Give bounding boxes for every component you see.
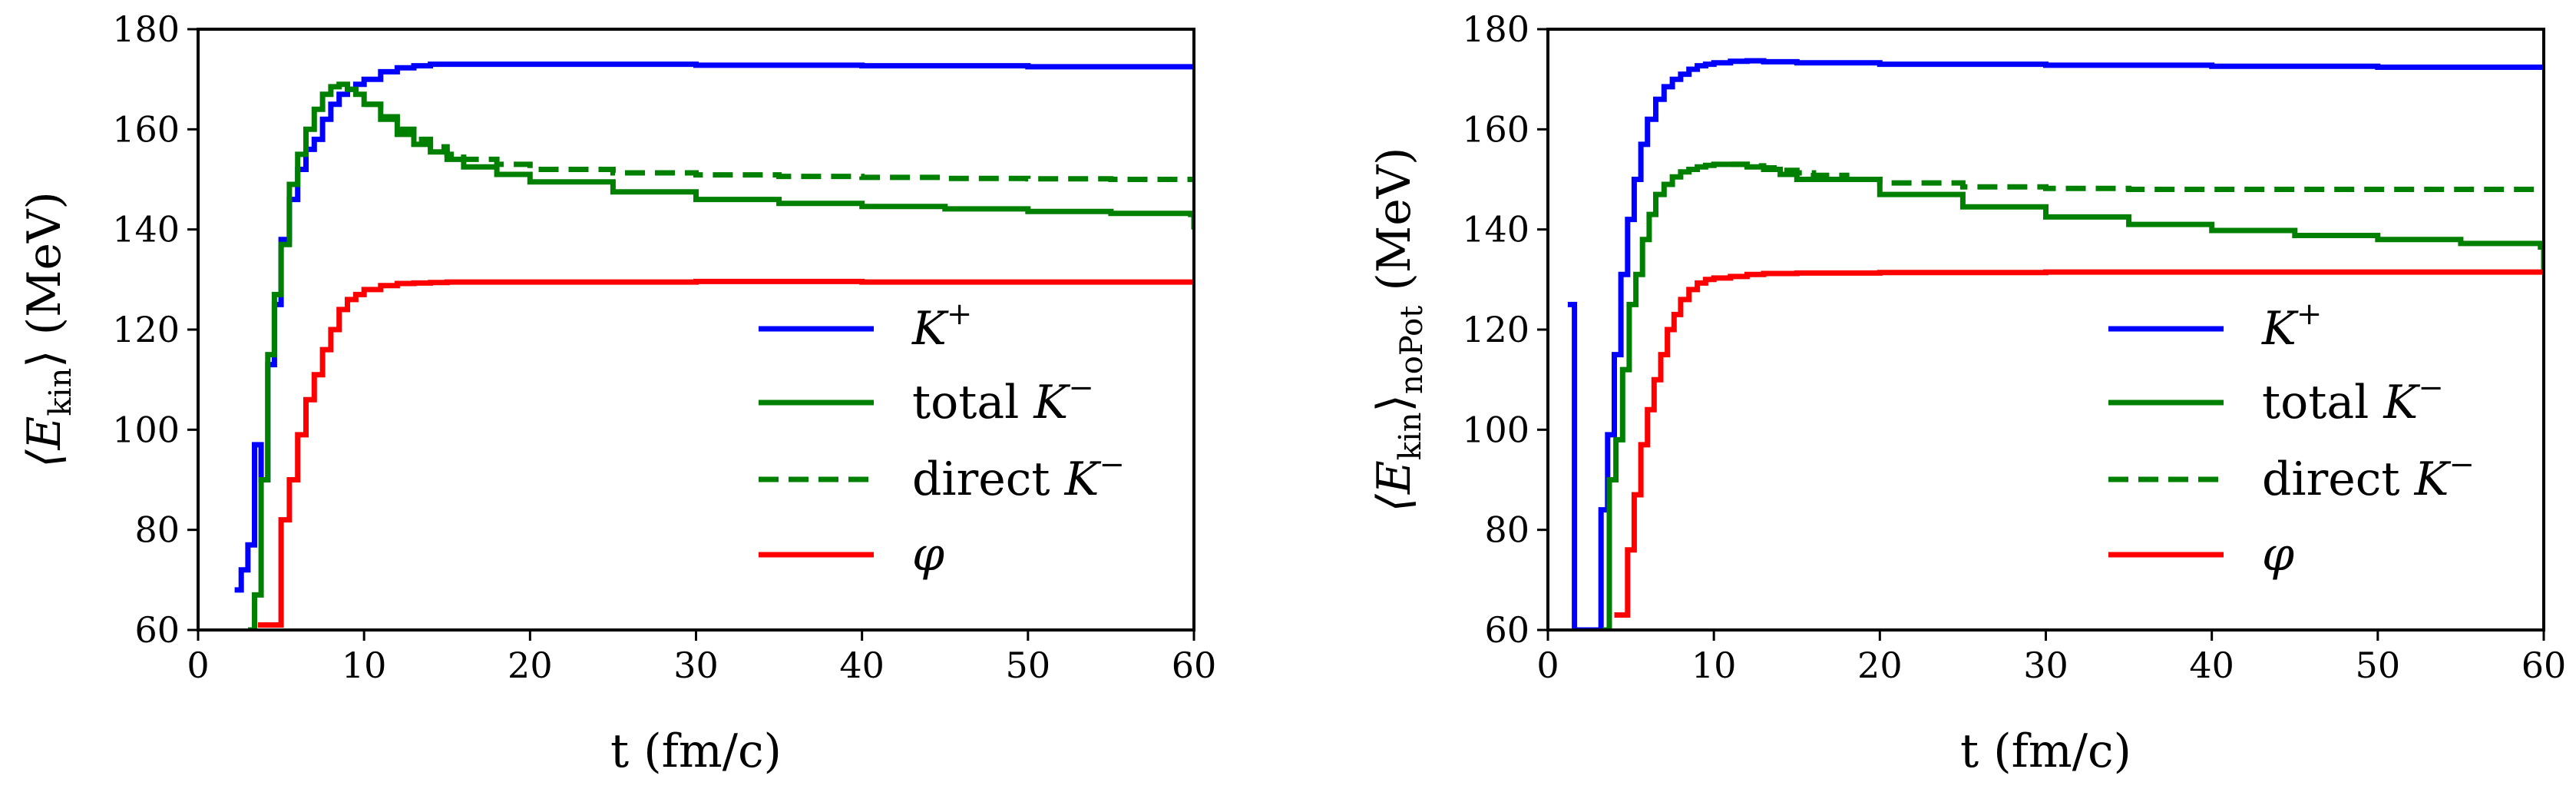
x-tick-label: 30: [2023, 645, 2068, 686]
y-axis-label: ⟨Ekin⟩ (MeV): [18, 191, 78, 468]
series-line-total-k-: [247, 81, 1194, 630]
y-tick-label: 140: [112, 209, 180, 250]
x-tick-label: 50: [2356, 645, 2401, 686]
left-panel: 0 10 20 30 40 50 60 60 80 100 120 140 160 180 t (fm/c)…: [18, 8, 1216, 778]
legend-item: φ: [759, 528, 944, 582]
legend-label: K+: [2261, 297, 2322, 356]
legend: K+ total K− direct K− φ: [759, 297, 1125, 582]
legend-label: K+: [911, 297, 972, 356]
y-tick-label: 180: [1462, 8, 1529, 50]
legend-label-symbol: K: [1064, 453, 1102, 506]
x-tick-label: 20: [508, 645, 553, 686]
x-axis-label: t (fm/c): [610, 724, 782, 778]
plot-area: [1567, 58, 2544, 630]
y-tick-label: 80: [134, 509, 180, 551]
legend-item: direct K−: [2108, 447, 2475, 506]
x-axis-label: t (fm/c): [1960, 724, 2131, 778]
y-tick-label: 140: [1462, 209, 1529, 250]
axes-frame: [1546, 28, 2545, 632]
legend-label-symbol: K: [2261, 302, 2299, 356]
right-panel: 0 10 20 30 40 50 60 60 80 100 120 140 160 180 t (fm/c)…: [1367, 8, 2566, 778]
y-tick-label: 60: [134, 609, 180, 651]
legend-label-symbol: φ: [2262, 528, 2294, 582]
legend-label: φ: [2262, 528, 2294, 582]
legend-item: direct K−: [759, 447, 1125, 506]
legend-label-prefix: total: [2262, 376, 2383, 429]
series-line-k-: [234, 61, 1194, 593]
y-tick-label: 160: [112, 108, 180, 150]
legend-label-symbol: K: [911, 302, 949, 356]
y-tick-label: 80: [1484, 509, 1529, 551]
series-line-direct-k-: [364, 101, 1194, 182]
legend-label: total K−: [912, 370, 1094, 429]
legend-item: K+: [759, 297, 972, 356]
axes-frame: [197, 28, 1195, 632]
legend-label-symbol: K: [2383, 376, 2420, 429]
series-line-total-k-: [1602, 161, 2544, 630]
y-tick-label: 120: [112, 309, 180, 350]
legend-label: φ: [912, 528, 944, 582]
x-tick-label: 60: [2521, 645, 2567, 686]
legend-item: total K−: [759, 370, 1094, 429]
y-axis-label: ⟨Ekin⟩noPot (MeV): [1367, 148, 1430, 512]
legend-label-prefix: direct: [912, 453, 1065, 506]
x-tick-label: 30: [673, 645, 719, 686]
x-tick-label: 10: [1691, 645, 1737, 686]
legend-item: total K−: [2108, 370, 2444, 429]
legend-label: direct K−: [2262, 447, 2475, 506]
y-tick-label: 60: [1484, 609, 1529, 651]
legend-label-symbol: K: [2414, 453, 2452, 506]
legend-item: K+: [2108, 297, 2322, 356]
series-line-direct-k-: [1730, 161, 2544, 192]
series-line-k-: [1567, 58, 2544, 630]
x-tick-label: 50: [1006, 645, 1051, 686]
legend-label-prefix: direct: [2262, 453, 2415, 506]
series-line--: [257, 278, 1194, 628]
legend-label-symbol: K: [1033, 376, 1070, 429]
y-tick-label: 120: [1462, 309, 1529, 350]
x-tick-label: 0: [1536, 645, 1559, 686]
legend-label: total K−: [2262, 370, 2444, 429]
x-tick-label: 60: [1172, 645, 1217, 686]
series-line--: [1614, 269, 2544, 618]
x-tick-label: 10: [342, 645, 387, 686]
y-tick-label: 100: [1462, 409, 1529, 450]
legend-label-prefix: total: [912, 376, 1033, 429]
y-tick-label: 180: [112, 8, 180, 50]
legend: K+ total K− direct K− φ: [2108, 297, 2475, 582]
x-tick-label: 40: [2189, 645, 2234, 686]
x-tick-label: 40: [839, 645, 885, 686]
plot-area: [234, 61, 1194, 630]
legend-label: direct K−: [912, 447, 1125, 506]
x-tick-label: 20: [1857, 645, 1903, 686]
legend-item: φ: [2108, 528, 2294, 582]
y-tick-label: 160: [1462, 108, 1529, 150]
y-tick-label: 100: [112, 409, 180, 450]
legend-label-symbol: φ: [912, 528, 944, 582]
x-tick-label: 0: [187, 645, 209, 686]
